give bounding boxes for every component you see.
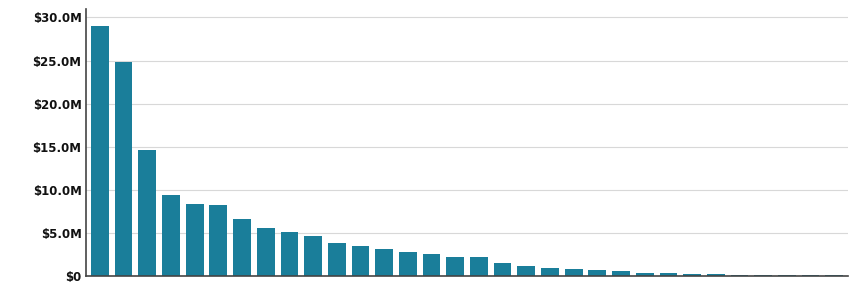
Bar [541,268,559,276]
Bar [423,254,440,276]
Bar [162,195,180,276]
Bar [257,228,274,276]
Bar [636,273,654,276]
Bar [801,275,819,276]
Bar [470,257,488,276]
Bar [754,275,772,276]
Bar [375,249,393,276]
Bar [730,275,748,276]
Bar [778,275,796,276]
Bar [399,252,417,276]
Bar [138,150,156,276]
Bar [446,256,464,276]
Bar [589,270,606,276]
Bar [518,266,535,276]
Bar [825,275,843,276]
Bar [494,263,512,276]
Bar [612,271,630,276]
Bar [280,232,298,276]
Bar [328,243,345,276]
Bar [186,204,204,276]
Bar [209,205,227,276]
Bar [115,62,133,276]
Bar [233,219,251,276]
Bar [565,269,583,276]
Bar [660,273,677,276]
Bar [304,236,322,276]
Bar [351,246,369,276]
Bar [707,274,725,276]
Bar [683,274,701,276]
Bar [91,26,109,276]
